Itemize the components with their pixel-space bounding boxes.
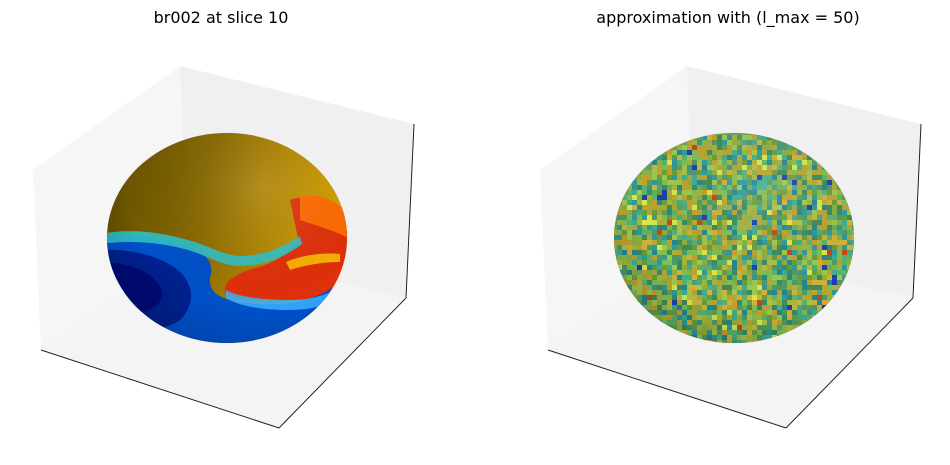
right-axis-edge xyxy=(785,297,914,429)
right-axis-edge xyxy=(912,123,922,299)
right-axis-edge xyxy=(547,349,787,429)
right-panel-title: approximation with (l_max = 50) xyxy=(596,8,859,28)
left-panel-title: br002 at slice 10 xyxy=(154,8,289,27)
left-sphere-outline xyxy=(106,132,348,344)
right-sphere-surface xyxy=(614,133,854,343)
left-axis-edge xyxy=(405,123,415,299)
right-side-pane xyxy=(540,66,693,350)
left-axis-edge xyxy=(278,297,407,429)
left-panel: br002 at slice 10 xyxy=(33,8,415,429)
left-axis-edge xyxy=(40,349,280,429)
right-sphere-outline xyxy=(613,132,855,344)
left-side-pane xyxy=(33,66,186,350)
right-panel: approximation with (l_max = 50) xyxy=(540,8,922,429)
